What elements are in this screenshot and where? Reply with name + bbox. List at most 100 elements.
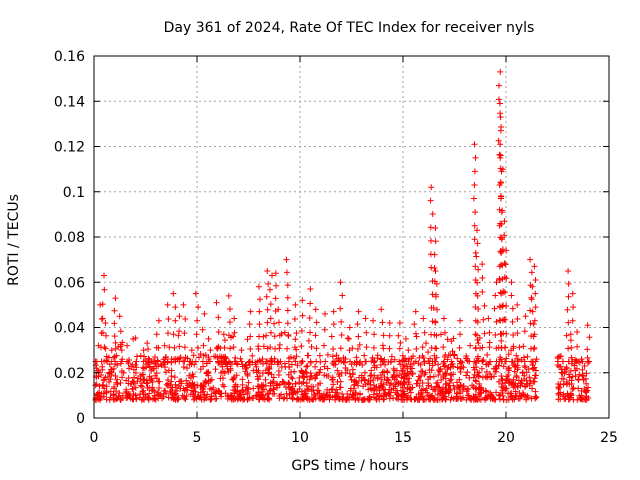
data-point <box>317 366 324 373</box>
data-point <box>402 335 409 342</box>
data-point <box>501 260 508 267</box>
data-point <box>565 371 572 378</box>
data-point <box>260 360 267 367</box>
data-point <box>330 308 337 315</box>
data-point <box>378 376 385 383</box>
data-point <box>284 294 291 301</box>
data-point <box>140 376 147 383</box>
data-point <box>225 368 232 375</box>
data-point <box>445 382 452 389</box>
data-point <box>97 301 104 308</box>
data-point <box>305 337 312 344</box>
data-point <box>162 354 169 361</box>
data-point <box>431 251 438 258</box>
data-point <box>301 387 308 394</box>
data-point <box>276 319 283 326</box>
data-point <box>433 280 440 287</box>
data-point <box>464 392 471 399</box>
data-point <box>330 381 337 388</box>
data-point <box>496 151 503 158</box>
data-point <box>363 329 370 336</box>
data-point <box>256 321 263 328</box>
data-point <box>194 344 201 351</box>
data-point <box>513 352 520 359</box>
data-point <box>585 358 592 365</box>
data-point <box>379 369 386 376</box>
data-point <box>308 396 315 403</box>
data-point <box>403 358 410 365</box>
data-point <box>136 394 143 401</box>
data-point <box>276 332 283 339</box>
data-point <box>484 351 491 358</box>
data-point <box>432 224 439 231</box>
data-point <box>479 261 486 268</box>
data-point <box>312 363 319 370</box>
data-point <box>457 317 464 324</box>
data-point <box>396 358 403 365</box>
data-point <box>470 374 477 381</box>
data-point <box>567 367 574 374</box>
data-point <box>569 386 576 393</box>
data-point <box>505 396 512 403</box>
data-point <box>475 266 482 273</box>
data-point <box>573 358 580 365</box>
data-point <box>524 392 531 399</box>
data-point <box>532 395 539 402</box>
data-point <box>177 385 184 392</box>
data-point <box>300 379 307 386</box>
data-point <box>163 390 170 397</box>
data-point <box>170 331 177 338</box>
data-point <box>112 339 119 346</box>
data-point <box>565 319 572 326</box>
data-point <box>213 299 220 306</box>
data-point <box>400 379 407 386</box>
data-point <box>521 328 528 335</box>
data-point <box>434 306 441 313</box>
data-point <box>554 358 561 365</box>
data-point <box>321 310 328 317</box>
data-point <box>432 267 439 274</box>
data-point <box>204 391 211 398</box>
data-point <box>102 345 109 352</box>
data-point <box>260 381 267 388</box>
data-point <box>432 387 439 394</box>
data-point <box>433 332 440 339</box>
data-point <box>397 361 404 368</box>
data-point <box>421 329 428 336</box>
data-point <box>199 358 206 365</box>
data-point <box>371 386 378 393</box>
data-point <box>522 383 529 390</box>
data-point <box>184 365 191 372</box>
data-point <box>381 368 388 375</box>
data-point <box>514 384 521 391</box>
data-point <box>151 354 158 361</box>
data-point <box>439 389 446 396</box>
data-point <box>484 373 491 380</box>
data-point <box>509 395 516 402</box>
data-point <box>272 270 279 277</box>
data-point <box>205 368 212 375</box>
data-point <box>501 289 508 296</box>
data-point <box>486 344 493 351</box>
y-axis-label: ROTI / TECUs <box>6 194 22 286</box>
data-point <box>474 240 481 247</box>
data-point <box>419 386 426 393</box>
data-point <box>133 358 140 365</box>
data-point <box>393 379 400 386</box>
data-point <box>503 358 510 365</box>
data-point <box>134 375 141 382</box>
data-point <box>156 384 163 391</box>
data-point <box>308 372 315 379</box>
data-point <box>579 372 586 379</box>
data-point <box>431 264 438 271</box>
data-point <box>155 358 161 365</box>
data-point <box>448 358 455 365</box>
data-point <box>349 370 356 377</box>
data-point <box>227 345 234 352</box>
data-point <box>526 380 533 387</box>
data-point <box>265 370 272 377</box>
data-point <box>367 385 374 392</box>
data-point <box>442 396 449 403</box>
data-point <box>117 343 124 350</box>
data-point <box>118 347 125 354</box>
